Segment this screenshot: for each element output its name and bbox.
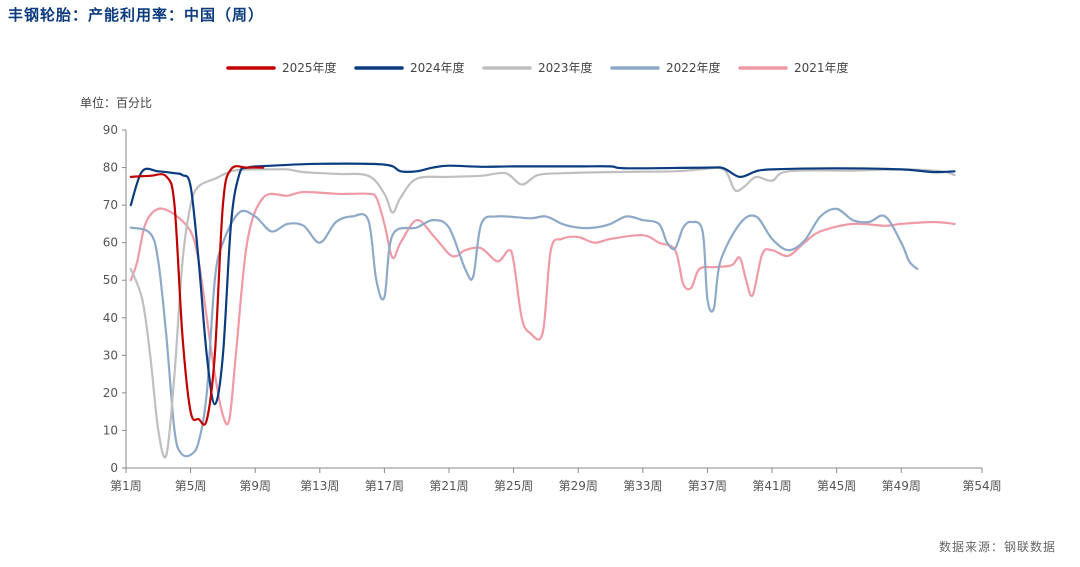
y-tick-label: 10 <box>103 423 118 437</box>
y-tick-label: 90 <box>103 123 118 137</box>
legend-label: 2024年度 <box>410 60 465 75</box>
x-tick-label: 第41周 <box>752 479 791 493</box>
y-tick-label: 40 <box>103 311 118 325</box>
y-tick-label: 50 <box>103 273 118 287</box>
y-tick-label: 70 <box>103 198 118 212</box>
x-tick-label: 第49周 <box>882 479 921 493</box>
series-lines <box>129 162 956 459</box>
y-tick-label: 60 <box>103 236 118 250</box>
x-tick-label: 第54周 <box>962 479 1001 493</box>
x-tick-label: 第45周 <box>817 479 856 493</box>
legend-label: 2021年度 <box>794 60 849 75</box>
x-tick-label: 第17周 <box>365 479 404 493</box>
y-tick-label: 20 <box>103 386 118 400</box>
x-tick-label: 第9周 <box>239 479 271 493</box>
legend-label: 2022年度 <box>666 60 721 75</box>
x-tick-label: 第33周 <box>623 479 662 493</box>
y-tick-label: 30 <box>103 348 118 362</box>
x-tick-label: 第21周 <box>429 479 468 493</box>
x-tick-label: 第1周 <box>110 479 142 493</box>
series-line-2023年度 <box>129 166 956 459</box>
unit-label: 单位：百分比 <box>80 96 153 110</box>
data-source: 数据来源：钢联数据 <box>938 540 1056 554</box>
series-line-2021年度 <box>129 190 956 426</box>
x-tick-label: 第13周 <box>300 479 339 493</box>
legend-label: 2023年度 <box>538 60 593 75</box>
y-tick-label: 0 <box>110 461 118 475</box>
axes: 0 10 20 30 40 50 60 70 80 90 第1周 第5周 第9周 第13周 第17周 第21周… <box>103 123 1002 493</box>
x-tick-label: 第37周 <box>688 479 727 493</box>
series-line-2024年度 <box>129 162 956 406</box>
series-line-2022年度 <box>129 207 919 458</box>
x-tick-label: 第5周 <box>175 479 207 493</box>
x-tick-label: 第29周 <box>559 479 598 493</box>
series-line-2025年度 <box>129 165 265 426</box>
y-tick-label: 80 <box>103 161 118 175</box>
x-tick-label: 第25周 <box>494 479 533 493</box>
legend: 2025年度 2024年度 2023年度 2022年度 2021年度 <box>226 60 849 75</box>
chart-title: 丰钢轮胎：产能利用率：中国（周） <box>8 6 265 24</box>
legend-label: 2025年度 <box>282 60 337 75</box>
